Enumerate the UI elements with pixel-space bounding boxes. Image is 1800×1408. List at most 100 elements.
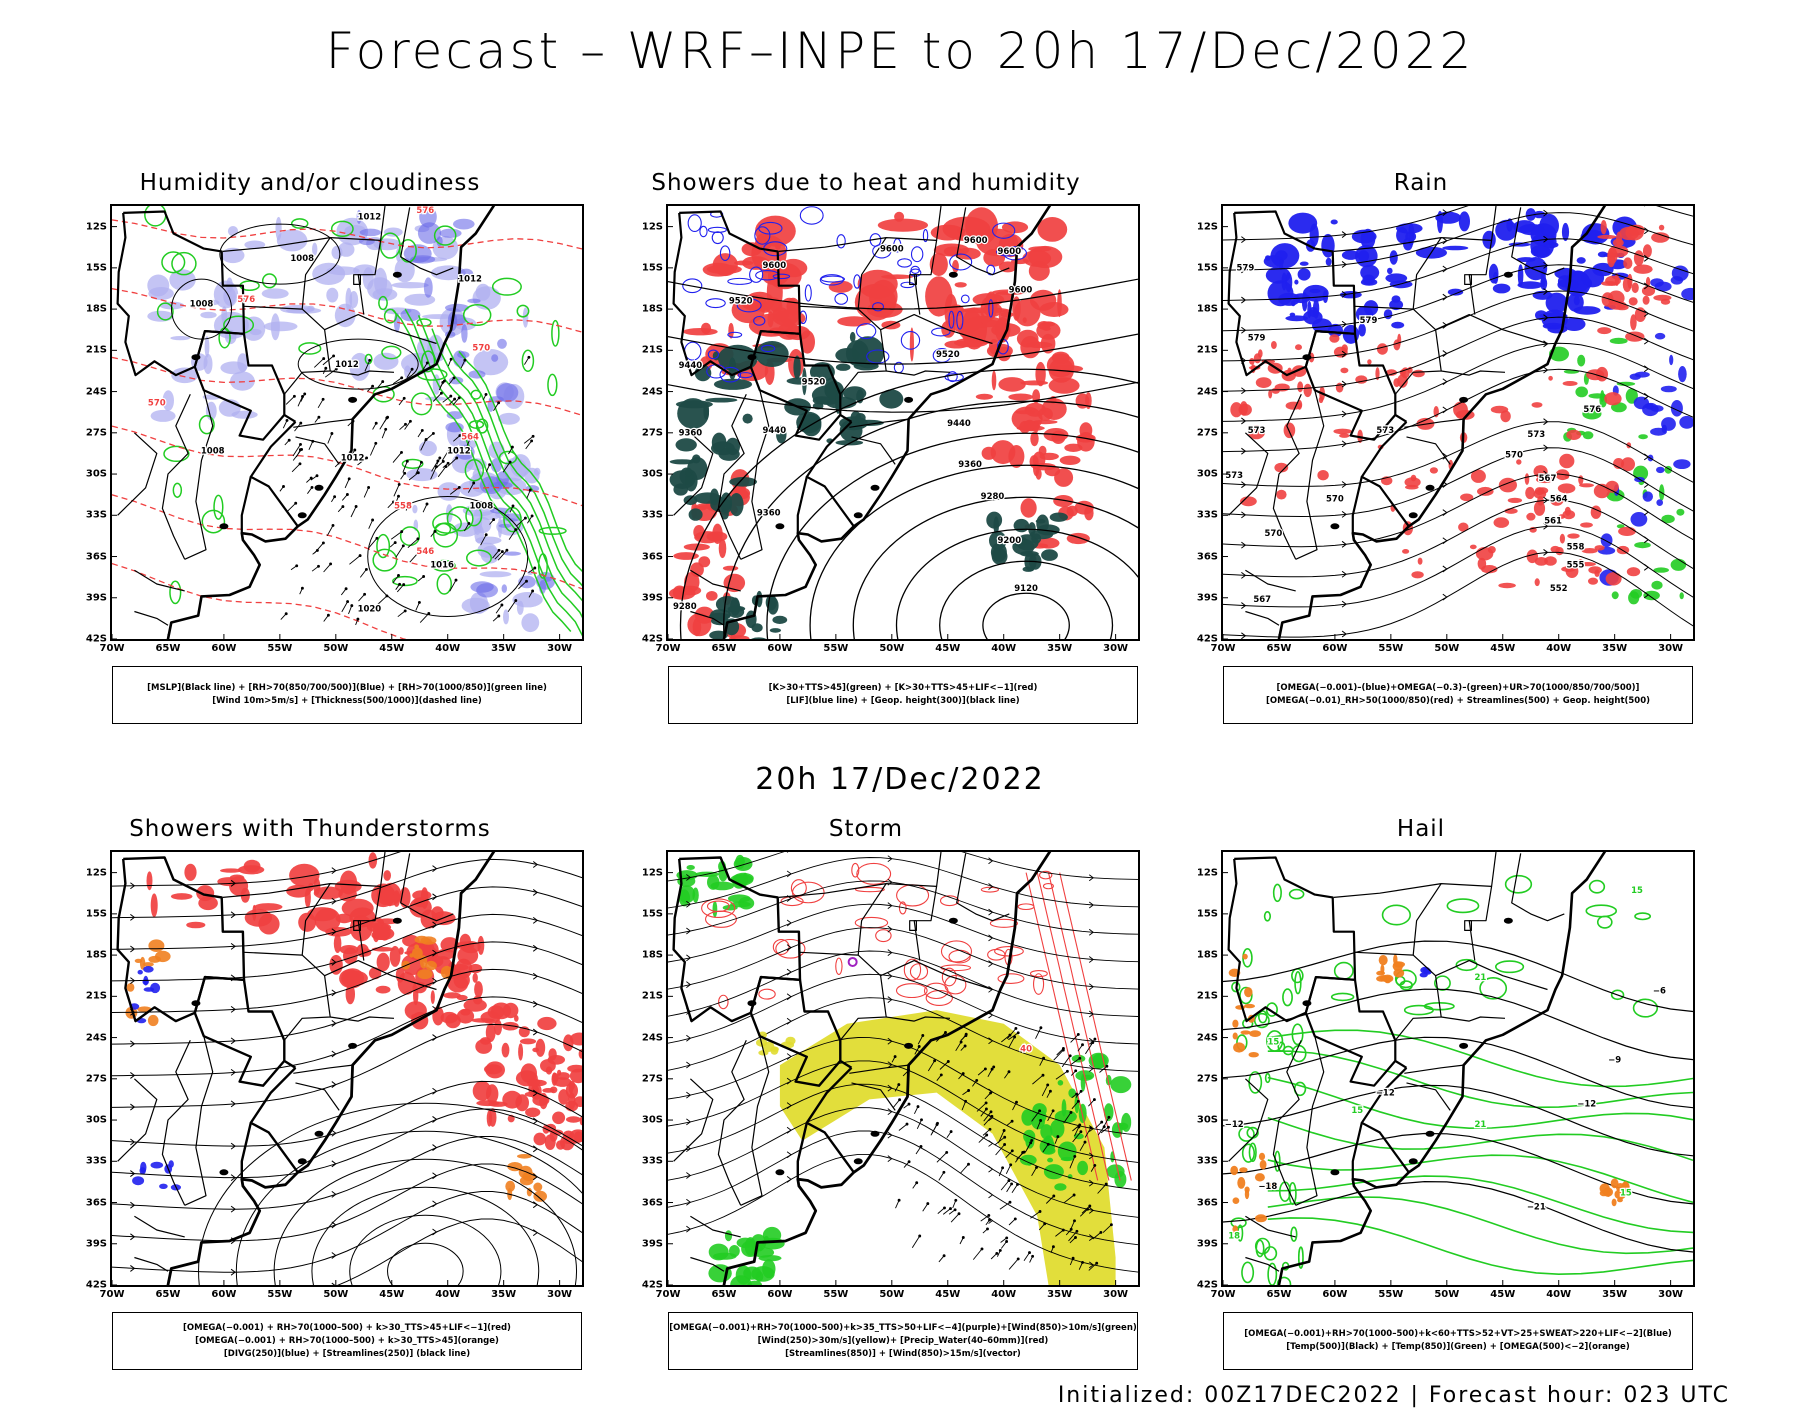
longitude-tick-label: 65W xyxy=(711,643,737,654)
longitude-tick-label: 30W xyxy=(1658,643,1684,654)
legend-storm: [OMEGA(−0.001)+RH>70(1000–500)+k>35_TTS>… xyxy=(668,1312,1138,1370)
contour-label: 9520 xyxy=(729,297,753,307)
contour-label: 564 xyxy=(1550,495,1568,505)
longitude-tick-label: 60W xyxy=(767,643,793,654)
latitude-tick-label: 39S xyxy=(1196,1238,1218,1250)
map-storm[interactable]: 40 xyxy=(666,850,1140,1287)
contour-label: 15 xyxy=(1267,1037,1279,1047)
latitude-tick-label: 15S xyxy=(641,262,663,274)
longitude-tick-label: 45W xyxy=(379,1289,405,1300)
latitude-tick-label: 21S xyxy=(1196,344,1218,356)
latitude-tick-label: 27S xyxy=(1196,427,1218,439)
contour-label: 9120 xyxy=(1014,584,1038,594)
contour-label: 576 xyxy=(416,206,434,216)
map-rain[interactable]: 579 579 579 576 573 573 573 570 573 567 570 564 561 5… xyxy=(1221,204,1695,641)
map-canvas: 15 21 −6 15 −9 15 −12 −12 −12 21 −18 15 −21 18 xyxy=(1223,852,1693,1285)
contour-label: 9360 xyxy=(958,460,982,470)
contour-label: 15 xyxy=(1631,886,1643,896)
contour-label: 561 xyxy=(1544,517,1562,527)
contour-label: 9600 xyxy=(880,244,904,254)
longitude-tick-label: 35W xyxy=(491,643,517,654)
legend-line: [Streamlines(850)] + [Wind(850)>15m/s](v… xyxy=(785,1348,1021,1359)
latitude-tick-label: 21S xyxy=(641,344,663,356)
longitude-tick-label: 35W xyxy=(1602,1289,1628,1300)
contour-label: 40 xyxy=(1020,1044,1032,1054)
latitude-tick-label: 36S xyxy=(641,1197,663,1209)
latitude-tick-label: 24S xyxy=(85,1032,107,1044)
legend-thunderstorms: [OMEGA(−0.001) + RH>70(1000–500) + k>30_… xyxy=(112,1312,582,1370)
longitude-axis: 70W 65W 60W 55W 50W 45W 40W 35W 30W xyxy=(1211,643,1695,657)
latitude-tick-label: 27S xyxy=(641,1073,663,1085)
longitude-tick-label: 70W xyxy=(99,643,125,654)
contour-label: −6 xyxy=(1653,987,1666,997)
contour-label: 15 xyxy=(1620,1189,1632,1199)
contour-label: 570 xyxy=(1265,529,1283,539)
panel-title: Rain xyxy=(1393,170,1449,196)
jet-wind-yellow xyxy=(779,1010,1116,1285)
latitude-tick-label: 42S xyxy=(85,1279,107,1291)
map-showers-heat[interactable]: 9600 9600 9600 9600 9600 9520 9520 9440 9520 9440… xyxy=(666,204,1140,641)
latitude-tick-label: 24S xyxy=(1196,1032,1218,1044)
contour-label: 567 xyxy=(1253,595,1271,605)
longitude-tick-label: 50W xyxy=(323,1289,349,1300)
latitude-tick-label: 27S xyxy=(85,1073,107,1085)
contour-label: −21 xyxy=(1527,1202,1546,1212)
contour-label: 1008 xyxy=(290,254,314,264)
latitude-tick-label: 30S xyxy=(1196,468,1218,480)
longitude-tick-label: 65W xyxy=(711,1289,737,1300)
map-humidity[interactable]: 1012 576 1008 1008 576 1012 570 1012 570 1008 564 1… xyxy=(110,204,584,641)
longitude-tick-label: 60W xyxy=(767,1289,793,1300)
longitude-tick-label: 55W xyxy=(267,1289,293,1300)
latitude-tick-label: 24S xyxy=(1196,386,1218,398)
temp-500-black xyxy=(1223,940,1693,1253)
longitude-tick-label: 35W xyxy=(1602,643,1628,654)
longitude-tick-label: 60W xyxy=(1322,1289,1348,1300)
longitude-tick-label: 65W xyxy=(155,1289,181,1300)
contour-label: 558 xyxy=(1567,543,1585,553)
legend-line: [Temp(500)](Black) + [Temp(850)](Green) … xyxy=(1286,1342,1630,1352)
latitude-tick-label: 42S xyxy=(641,633,663,645)
map-thunderstorms[interactable] xyxy=(110,850,584,1287)
legend-line: [OMEGA(−0.001)+RH>70(1000–500)+k<60+TTS>… xyxy=(1244,1329,1672,1339)
longitude-tick-label: 40W xyxy=(991,643,1017,654)
longitude-tick-label: 30W xyxy=(547,643,573,654)
contour-label: 9280 xyxy=(981,492,1005,502)
latitude-tick-label: 30S xyxy=(1196,1114,1218,1126)
longitude-tick-label: 35W xyxy=(1047,1289,1073,1300)
contour-label: 9520 xyxy=(802,378,826,388)
latitude-tick-label: 18S xyxy=(1196,303,1218,315)
latitude-tick-label: 12S xyxy=(85,867,107,879)
contour-label: 570 xyxy=(148,398,166,408)
contour-label: −12 xyxy=(1577,1099,1596,1109)
latitude-tick-label: 36S xyxy=(1196,551,1218,563)
longitude-tick-label: 55W xyxy=(267,643,293,654)
panel-storm: Storm 12S 15S 18S 21S 24S 27S 30S 33S 36S 39S 42S … xyxy=(586,816,1146,1376)
contour-label: 570 xyxy=(1505,451,1523,461)
longitude-tick-label: 30W xyxy=(547,1289,573,1300)
latitude-tick-label: 21S xyxy=(85,344,107,356)
contour-label: 555 xyxy=(1567,561,1585,571)
latitude-tick-label: 18S xyxy=(641,303,663,315)
axis-ticks xyxy=(112,226,561,639)
longitude-tick-label: 70W xyxy=(1210,1289,1236,1300)
contour-label: 9200 xyxy=(997,536,1021,546)
forecast-time-title: 20h 17/Dec/2022 xyxy=(755,762,1045,797)
latitude-tick-label: 27S xyxy=(1196,1073,1218,1085)
map-canvas: 579 579 579 576 573 573 573 570 573 567 570 564 561 5… xyxy=(1223,206,1693,639)
map-hail[interactable]: 15 21 −6 15 −9 15 −12 −12 −12 21 −18 15 −21 18 xyxy=(1221,850,1695,1287)
legend-line: [MSLP](Black line) + [RH>70(850/700/500)… xyxy=(147,683,547,693)
contour-label: 21 xyxy=(1474,1120,1486,1130)
contour-label: −12 xyxy=(1225,1120,1244,1130)
latitude-axis: 12S 15S 18S 21S 24S 27S 30S 33S 36S 39S 42S xyxy=(641,204,666,644)
contour-label: 9440 xyxy=(679,361,703,371)
longitude-tick-label: 45W xyxy=(935,1289,961,1300)
legend-line: [OMEGA(−0.001) + RH>70(1000–500) + k>30_… xyxy=(195,1335,499,1346)
longitude-tick-label: 60W xyxy=(211,643,237,654)
contour-label: 9600 xyxy=(997,247,1021,257)
coastline-and-borders xyxy=(116,206,496,639)
latitude-axis: 12S 15S 18S 21S 24S 27S 30S 33S 36S 39S 42S xyxy=(641,850,666,1290)
longitude-tick-label: 40W xyxy=(1546,1289,1572,1300)
contour-label: 1008 xyxy=(469,501,493,511)
longitude-tick-label: 55W xyxy=(823,643,849,654)
coastline-and-borders xyxy=(1227,206,1607,639)
